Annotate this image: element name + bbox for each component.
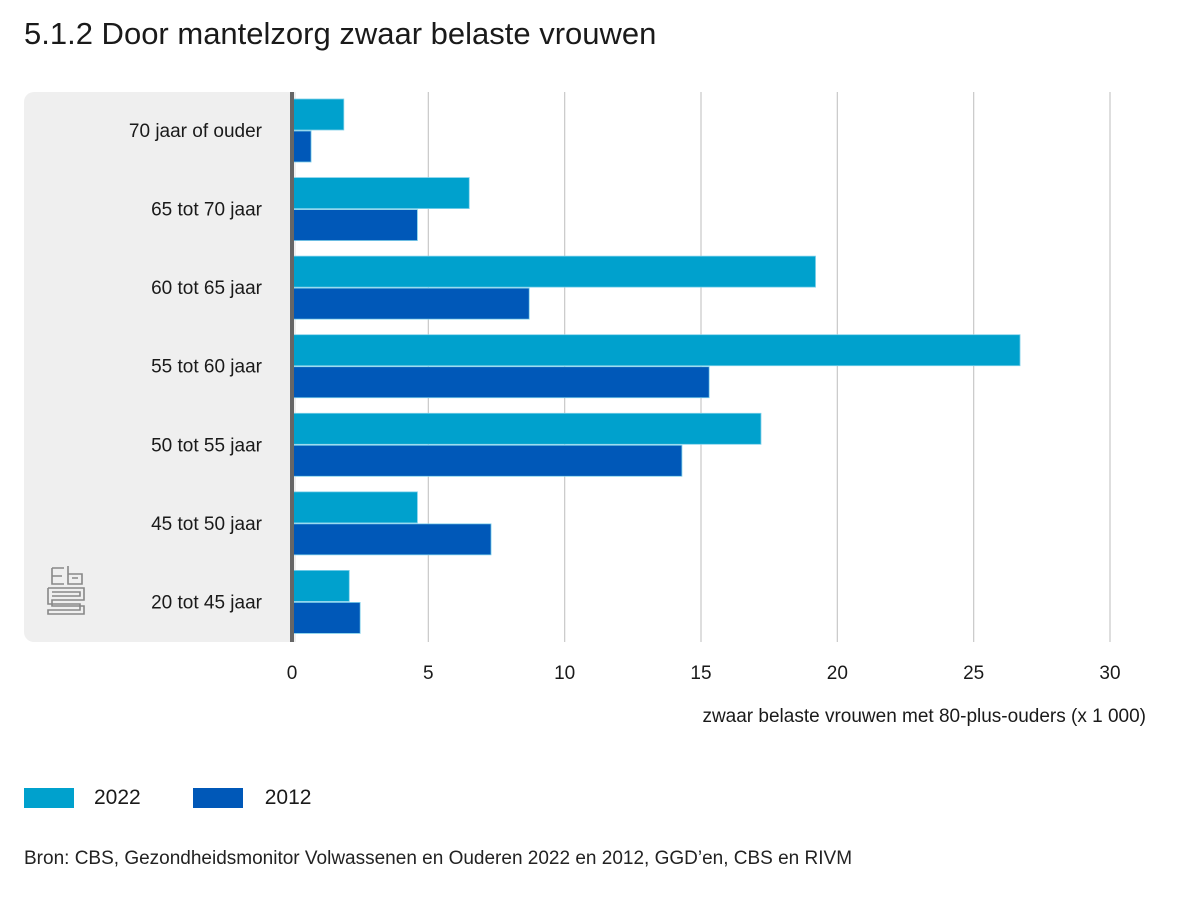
x-tick-label: 25 xyxy=(963,663,984,684)
category-label: 60 tot 65 jaar xyxy=(151,278,263,299)
legend: 2022 2012 xyxy=(24,786,311,810)
x-tick-label: 5 xyxy=(423,663,434,684)
x-axis-label: zwaar belaste vrouwen met 80-plus-ouders… xyxy=(702,706,1146,727)
category-panel xyxy=(24,92,296,642)
chart-title: 5.1.2 Door mantelzorg zwaar belaste vrou… xyxy=(24,16,657,51)
category-label: 45 tot 50 jaar xyxy=(151,514,263,535)
bar-2022-5 xyxy=(291,491,418,524)
legend-label-2022: 2022 xyxy=(94,786,141,809)
category-label: 20 tot 45 jaar xyxy=(151,592,263,613)
bar-2022-3 xyxy=(291,334,1021,367)
bar-2022-2 xyxy=(291,255,816,288)
bar-2022-4 xyxy=(291,412,762,445)
category-label: 65 tot 70 jaar xyxy=(151,200,263,221)
x-tick-label: 0 xyxy=(287,663,298,684)
bar-2012-1 xyxy=(291,209,418,241)
x-tick-label: 20 xyxy=(827,663,848,684)
category-label: 55 tot 60 jaar xyxy=(151,357,263,378)
x-tick-label: 15 xyxy=(690,663,711,684)
legend-label-2012: 2012 xyxy=(264,786,312,809)
x-tick-label: 30 xyxy=(1099,663,1120,684)
bar-2022-0 xyxy=(291,98,345,131)
cbs-logo-icon xyxy=(47,566,85,615)
bar-2012-2 xyxy=(291,287,530,320)
bar-2012-0 xyxy=(291,130,312,163)
category-label: 50 tot 55 jaar xyxy=(151,435,263,456)
source-note: Bron: CBS, Gezondheidsmonitor Volwassene… xyxy=(24,848,853,869)
bar-2022-1 xyxy=(291,177,470,209)
bar-2012-4 xyxy=(291,444,683,477)
category-label: 70 jaar of ouder xyxy=(129,121,263,142)
legend-swatch-2012 xyxy=(192,788,243,808)
bar-chart: 70 jaar of ouder 65 tot 70 jaar 60 tot 65 … xyxy=(47,92,1146,727)
bar-2012-3 xyxy=(291,366,710,399)
bar-2012-5 xyxy=(291,523,492,556)
x-tick-label: 10 xyxy=(554,663,575,684)
legend-swatch-2022 xyxy=(24,788,74,808)
bar-2012-6 xyxy=(291,602,361,634)
bar-2022-6 xyxy=(291,570,350,602)
